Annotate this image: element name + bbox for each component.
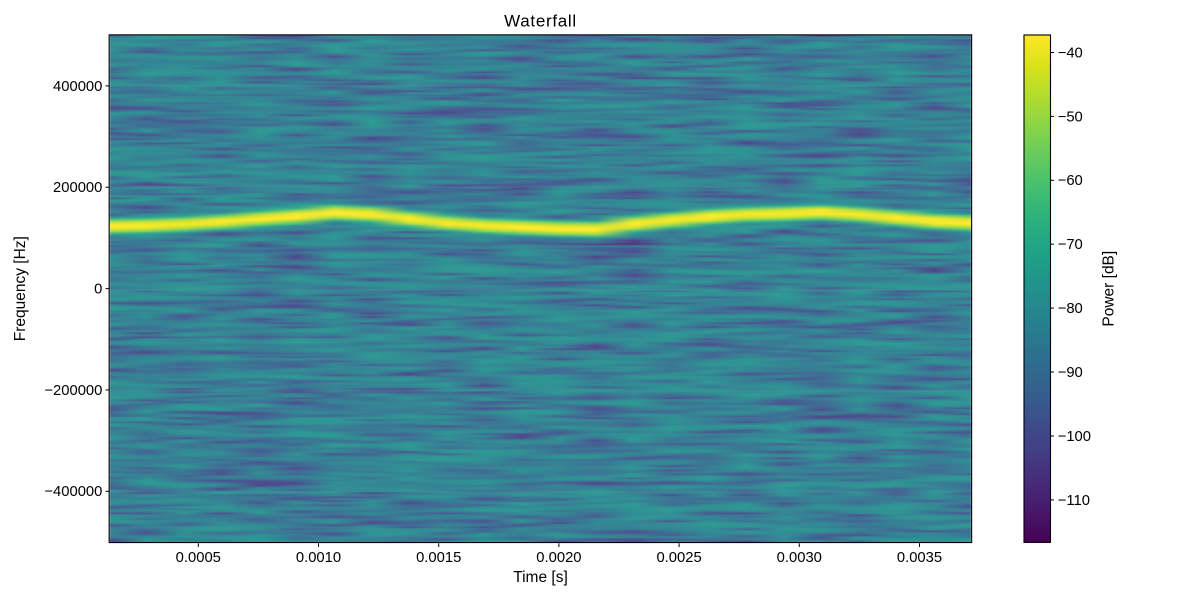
svg-text:400000: 400000: [53, 79, 102, 95]
svg-text:200000: 200000: [53, 180, 102, 196]
svg-text:0.0030: 0.0030: [777, 550, 822, 566]
svg-text:−200000: −200000: [44, 383, 102, 399]
svg-text:−60: −60: [1058, 173, 1083, 189]
svg-text:−100: −100: [1058, 429, 1091, 445]
svg-text:0.0025: 0.0025: [656, 550, 701, 566]
svg-text:0: 0: [94, 282, 102, 298]
svg-text:Waterfall: Waterfall: [504, 12, 577, 31]
svg-text:−40: −40: [1058, 45, 1083, 61]
svg-text:−50: −50: [1058, 109, 1083, 125]
svg-text:0.0015: 0.0015: [416, 550, 461, 566]
svg-text:0.0005: 0.0005: [176, 550, 221, 566]
svg-text:−90: −90: [1058, 365, 1083, 381]
svg-text:−110: −110: [1058, 493, 1090, 509]
svg-text:0.0010: 0.0010: [296, 550, 341, 566]
svg-text:Power [dB]: Power [dB]: [1101, 251, 1118, 327]
svg-text:0.0035: 0.0035: [897, 550, 942, 566]
svg-text:0.0020: 0.0020: [536, 550, 581, 566]
svg-text:−70: −70: [1058, 237, 1083, 253]
svg-text:−80: −80: [1058, 301, 1083, 317]
svg-text:−400000: −400000: [44, 484, 102, 500]
svg-text:Frequency [Hz]: Frequency [Hz]: [12, 236, 29, 341]
svg-text:Time [s]: Time [s]: [513, 569, 568, 586]
